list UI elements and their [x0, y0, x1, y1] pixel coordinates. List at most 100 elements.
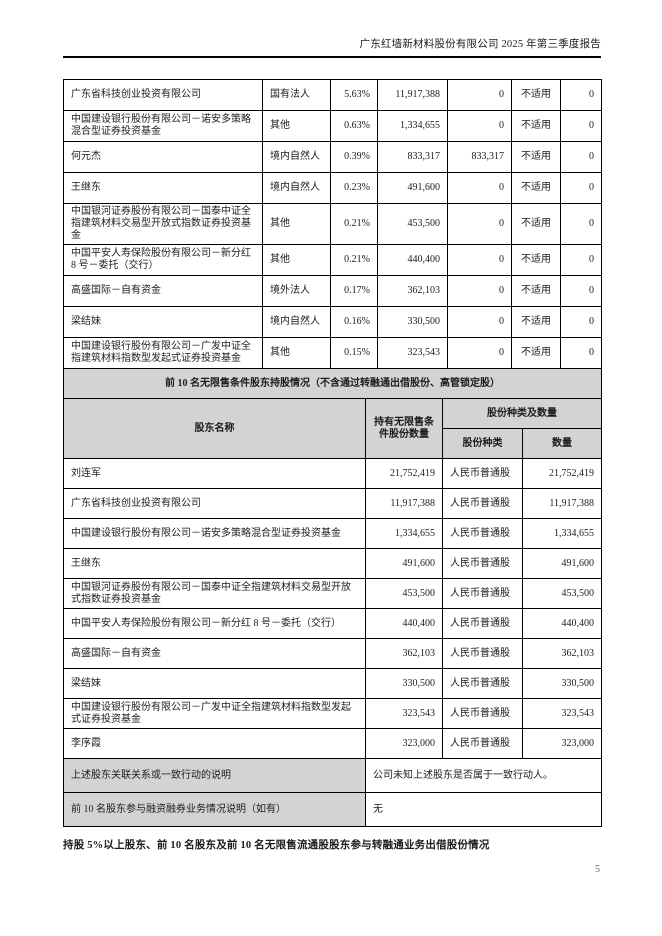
shareholder-name-cell: 刘连军 — [63, 458, 366, 489]
table-header-row: 股东名称 持有无限售条件股份数量 股份种类及数量 — [63, 398, 602, 459]
table-row: 中国平安人寿保险股份有限公司－新分红 8 号－委托（交行） 440,400 人民… — [63, 608, 602, 639]
page-content: 广东红墙新材料股份有限公司 2025 年第三季度报告 广东省科技创业投资有限公司… — [63, 36, 602, 852]
share-type-cell: 人民币普通股 — [442, 458, 523, 489]
share-type-cell: 人民币普通股 — [442, 728, 523, 759]
shareholding-ratio-cell: 0.21% — [330, 203, 378, 245]
unrestricted-shares-cell: 440,400 — [365, 608, 443, 639]
pledge-qty-cell: 0 — [560, 110, 602, 142]
shareholder-name-cell: 高盛国际－自有资金 — [63, 638, 366, 669]
share-qty-cell: 1,334,655 — [522, 518, 602, 549]
table-row: 广东省科技创业投资有限公司 国有法人 5.63% 11,917,388 0 不适… — [63, 79, 602, 111]
restricted-shares-cell: 833,317 — [447, 141, 512, 173]
share-qty-cell: 491,600 — [522, 548, 602, 579]
shareholder-name-cell: 何元杰 — [63, 141, 263, 173]
restricted-shares-cell: 0 — [447, 306, 512, 338]
shareholding-ratio-cell: 5.63% — [330, 79, 378, 111]
unrestricted-shares-cell: 11,917,388 — [365, 488, 443, 519]
shares-held-cell: 833,317 — [377, 141, 448, 173]
share-type-cell: 人民币普通股 — [442, 638, 523, 669]
pledge-status-cell: 不适用 — [511, 79, 561, 111]
shareholder-name-cell: 中国银河证券股份有限公司－国泰中证全指建筑材料交易型开放式指数证券投资基金 — [63, 203, 263, 245]
table-row: 李序霞 323,000 人民币普通股 323,000 — [63, 728, 602, 759]
shareholder-name-cell: 王继东 — [63, 172, 263, 204]
shares-held-cell: 491,600 — [377, 172, 448, 204]
table-row: 前 10 名股东参与融资融券业务情况说明（如有） 无 — [63, 792, 602, 827]
shareholder-name-cell: 中国建设银行股份有限公司－诺安多策略混合型证券投资基金 — [63, 110, 263, 142]
col-header-share-type: 股份种类 — [442, 428, 523, 459]
shareholding-ratio-cell: 0.21% — [330, 244, 378, 276]
pledge-qty-cell: 0 — [560, 244, 602, 276]
table-row: 上述股东关联关系或一致行动的说明 公司未知上述股东是否属于一致行动人。 — [63, 758, 602, 793]
shares-held-cell: 323,543 — [377, 337, 448, 369]
share-qty-cell: 453,500 — [522, 578, 602, 609]
unrestricted-shares-cell: 453,500 — [365, 578, 443, 609]
shareholder-name-cell: 高盛国际－自有资金 — [63, 275, 263, 307]
shareholder-nature-cell: 国有法人 — [262, 79, 331, 111]
shareholder-nature-cell: 其他 — [262, 337, 331, 369]
table-row: 高盛国际－自有资金 境外法人 0.17% 362,103 0 不适用 0 — [63, 275, 602, 307]
share-qty-cell: 323,000 — [522, 728, 602, 759]
report-title: 广东红墙新材料股份有限公司 2025 年第三季度报告 — [359, 39, 601, 50]
pledge-qty-cell: 0 — [560, 337, 602, 369]
table-row: 中国平安人寿保险股份有限公司－新分红 8 号－委托（交行） 其他 0.21% 4… — [63, 244, 602, 276]
share-qty-cell: 440,400 — [522, 608, 602, 639]
shareholder-name-cell: 中国平安人寿保险股份有限公司－新分红 8 号－委托（交行） — [63, 608, 366, 639]
col-header-share-qty: 数量 — [522, 428, 602, 459]
restricted-shares-cell: 0 — [447, 110, 512, 142]
unrestricted-shareholders-table: 前 10 名无限售条件股东持股情况（不含通过转融通出借股份、高管锁定股） 股东名… — [63, 368, 602, 759]
shareholder-nature-cell: 其他 — [262, 203, 331, 245]
pledge-status-cell: 不适用 — [511, 172, 561, 204]
shareholding-ratio-cell: 0.39% — [330, 141, 378, 173]
share-qty-cell: 11,917,388 — [522, 488, 602, 519]
shares-held-cell: 330,500 — [377, 306, 448, 338]
pledge-status-cell: 不适用 — [511, 110, 561, 142]
table-row: 梁结妹 境内自然人 0.16% 330,500 0 不适用 0 — [63, 306, 602, 338]
section-band-title: 前 10 名无限售条件股东持股情况（不含通过转融通出借股份、高管锁定股） — [63, 368, 602, 399]
table-row: 广东省科技创业投资有限公司 11,917,388 人民币普通股 11,917,3… — [63, 488, 602, 519]
shareholder-nature-cell: 境内自然人 — [262, 306, 331, 338]
pledge-qty-cell: 0 — [560, 306, 602, 338]
shareholder-name-cell: 中国建设银行股份有限公司－广发中证全指建筑材料指数型发起式证券投资基金 — [63, 698, 366, 729]
unrestricted-shares-cell: 1,334,655 — [365, 518, 443, 549]
share-type-cell: 人民币普通股 — [442, 668, 523, 699]
col-header-shareholder-name: 股东名称 — [63, 398, 366, 459]
notes-table: 上述股东关联关系或一致行动的说明 公司未知上述股东是否属于一致行动人。 前 10… — [63, 758, 602, 827]
shareholder-name-cell: 中国平安人寿保险股份有限公司－新分红 8 号－委托（交行） — [63, 244, 263, 276]
restricted-shares-cell: 0 — [447, 337, 512, 369]
table-row: 王继东 491,600 人民币普通股 491,600 — [63, 548, 602, 579]
share-type-cell: 人民币普通股 — [442, 608, 523, 639]
pledge-qty-cell: 0 — [560, 275, 602, 307]
pledge-qty-cell: 0 — [560, 203, 602, 245]
pledge-qty-cell: 0 — [560, 172, 602, 204]
section-band-row: 前 10 名无限售条件股东持股情况（不含通过转融通出借股份、高管锁定股） — [63, 368, 602, 399]
share-qty-cell: 362,103 — [522, 638, 602, 669]
pledge-qty-cell: 0 — [560, 79, 602, 111]
table-row: 中国建设银行股份有限公司－诺安多策略混合型证券投资基金 其他 0.63% 1,3… — [63, 110, 602, 142]
restricted-shares-cell: 0 — [447, 244, 512, 276]
page-header: 广东红墙新材料股份有限公司 2025 年第三季度报告 — [63, 36, 601, 58]
unrestricted-shares-cell: 21,752,419 — [365, 458, 443, 489]
page-number: 5 — [595, 864, 600, 875]
shareholder-name-cell: 王继东 — [63, 548, 366, 579]
shares-held-cell: 453,500 — [377, 203, 448, 245]
pledge-status-cell: 不适用 — [511, 306, 561, 338]
shareholder-name-cell: 梁结妹 — [63, 668, 366, 699]
col-header-share-type-group: 股份种类及数量 — [442, 398, 602, 429]
shareholder-nature-cell: 其他 — [262, 110, 331, 142]
shareholder-name-cell: 中国建设银行股份有限公司－广发中证全指建筑材料指数型发起式证券投资基金 — [63, 337, 263, 369]
unrestricted-shares-cell: 323,543 — [365, 698, 443, 729]
share-qty-cell: 21,752,419 — [522, 458, 602, 489]
shareholder-nature-cell: 境内自然人 — [262, 141, 331, 173]
shareholding-ratio-cell: 0.63% — [330, 110, 378, 142]
pledge-status-cell: 不适用 — [511, 203, 561, 245]
share-qty-cell: 323,543 — [522, 698, 602, 729]
shares-held-cell: 11,917,388 — [377, 79, 448, 111]
unrestricted-shares-cell: 491,600 — [365, 548, 443, 579]
shares-held-cell: 440,400 — [377, 244, 448, 276]
pledge-status-cell: 不适用 — [511, 244, 561, 276]
col-header-unrestricted-shares: 持有无限售条件股份数量 — [365, 398, 443, 459]
note-label-cell: 前 10 名股东参与融资融券业务情况说明（如有） — [63, 792, 366, 827]
pledge-status-cell: 不适用 — [511, 275, 561, 307]
note-value-cell: 公司未知上述股东是否属于一致行动人。 — [365, 758, 602, 793]
